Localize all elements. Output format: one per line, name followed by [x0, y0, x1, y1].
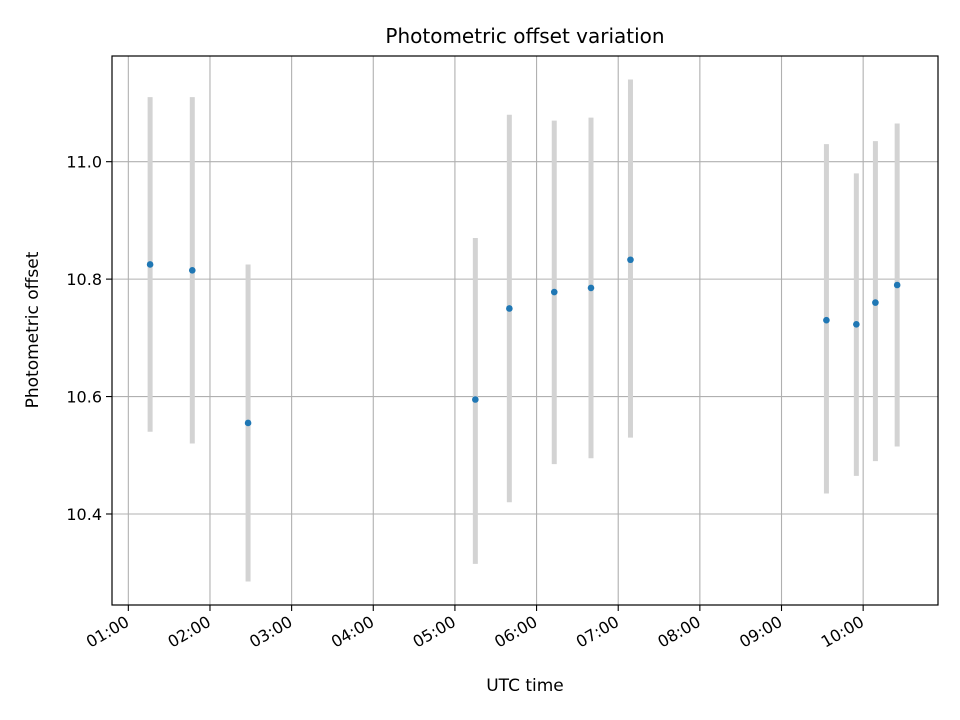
x-axis-label: UTC time [486, 676, 564, 696]
data-point [627, 256, 634, 264]
y-tick-label: 10.6 [66, 388, 102, 407]
data-point [893, 281, 901, 289]
chart-title: Photometric offset variation [385, 24, 664, 48]
data-point [244, 419, 252, 427]
data-point [587, 284, 595, 292]
data-point [872, 299, 879, 306]
data-point [823, 316, 830, 324]
data-point [146, 261, 154, 268]
point-layer [146, 256, 901, 427]
plot-frame [111, 55, 939, 606]
y-tick-label: 10.8 [66, 270, 102, 289]
y-tick-label: 10.4 [66, 505, 102, 524]
data-point [188, 267, 196, 274]
y-tick-label: 11.0 [66, 153, 102, 172]
data-point [550, 288, 558, 296]
data-point [472, 396, 479, 403]
data-point [853, 321, 860, 328]
data-point [506, 305, 513, 312]
y-axis-label: Photometric offset [23, 251, 43, 408]
